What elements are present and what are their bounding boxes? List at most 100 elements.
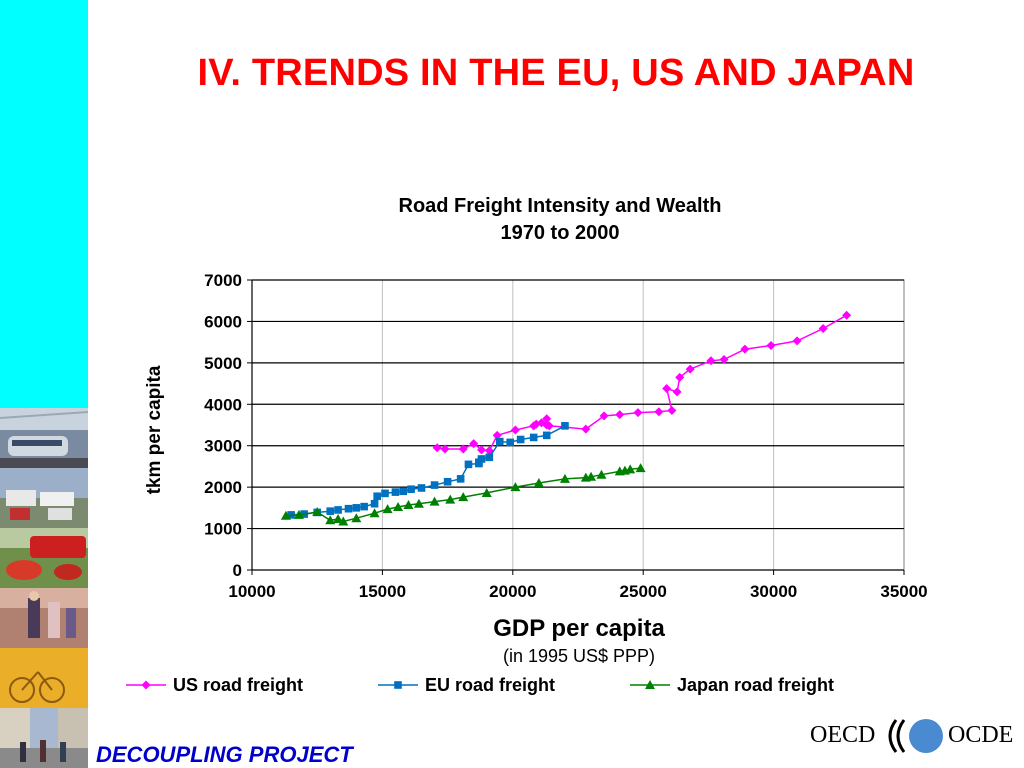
japan-road-freight-point	[481, 487, 492, 497]
car-train-photo	[0, 528, 88, 588]
logo-text-right: OCDE	[948, 722, 1014, 748]
japan-road-freight-point	[369, 508, 380, 518]
x-tick-label: 25000	[620, 582, 667, 601]
us-road-freight-point	[675, 372, 685, 382]
eu-road-freight-point	[542, 431, 551, 440]
footer-label: DECOUPLING PROJECT	[96, 742, 353, 767]
us-road-freight-point	[477, 445, 487, 455]
eu-road-freight-point	[456, 475, 465, 483]
japan-road-freight-point	[559, 473, 570, 483]
sidebar-accent-bar	[0, 0, 88, 408]
japan-road-freight-point	[312, 507, 323, 516]
eu-road-freight-point	[495, 437, 504, 446]
trucks-photo	[0, 468, 88, 528]
y-tick-label: 2000	[204, 478, 242, 497]
us-road-freight-point	[662, 384, 672, 394]
us-road-freight-point	[706, 356, 716, 366]
y-tick-label: 5000	[204, 354, 242, 373]
y-tick-label: 1000	[204, 520, 242, 539]
japan-road-freight-point	[533, 478, 544, 487]
japan-road-freight-point	[325, 515, 336, 525]
train-station-photo	[0, 408, 88, 468]
oecd-emblem-icon	[888, 719, 943, 753]
y-tick-label: 6000	[204, 312, 242, 331]
x-axis-label: GDP per capita	[493, 615, 665, 642]
us-road-freight-point	[633, 408, 643, 418]
japan-road-freight-point	[625, 464, 636, 474]
chart-title: Road Freight Intensity and Wealth	[399, 195, 722, 217]
eu-road-freight-point	[360, 502, 368, 511]
japan-road-freight-point	[351, 513, 362, 523]
us-road-freight-point	[432, 443, 442, 453]
japan-road-freight-point	[333, 514, 344, 524]
japan-road-freight-point	[586, 471, 597, 481]
us-road-freight-point	[469, 439, 479, 449]
x-axis-sublabel: (in 1995 US$ PPP)	[503, 646, 655, 666]
eu-road-freight-point	[373, 492, 381, 501]
street-scene-photo	[0, 708, 88, 768]
oecd-logo: OECD OCDE	[808, 716, 1018, 756]
chart-subtitle: 1970 to 2000	[501, 222, 620, 244]
us-road-freight-point	[719, 355, 729, 365]
us-road-freight-point	[667, 406, 677, 415]
us-road-freight-point	[740, 344, 750, 354]
eu-road-freight-point	[334, 506, 342, 514]
japan-road-freight-point	[445, 494, 456, 504]
japan-road-freight-point	[280, 510, 291, 520]
eu-road-freight-point	[381, 489, 389, 498]
cyclist-photo	[0, 648, 88, 708]
legend-marker-eu-road-freight	[394, 681, 402, 689]
y-tick-label: 3000	[204, 437, 242, 456]
x-tick-label: 20000	[489, 582, 536, 601]
eu-road-freight-point	[516, 435, 525, 444]
us-road-freight-point	[599, 411, 609, 421]
us-road-freight-point	[654, 407, 664, 417]
slide-title: IV. TRENDS IN THE EU, US AND JAPAN	[197, 52, 915, 94]
us-road-freight-point	[581, 424, 591, 434]
chart: Road Freight Intensity and Wealth 1970 t…	[126, 195, 928, 695]
japan-road-freight-point	[596, 469, 607, 479]
eu-road-freight-point	[370, 499, 379, 508]
us-road-freight-point	[842, 310, 852, 320]
eu-road-freight-point	[399, 487, 408, 496]
japan-road-freight-point	[458, 492, 469, 502]
x-tick-label: 10000	[228, 582, 275, 601]
eu-road-freight-point	[352, 504, 361, 512]
japan-road-freight-point	[413, 498, 424, 508]
eu-road-freight-point	[430, 481, 439, 489]
japan-road-freight-point	[382, 504, 393, 514]
plot-area: 0 1000 2000 3000 4000 5000 6000 7000 10000 15000 2…	[204, 271, 927, 601]
us-road-freight-point	[544, 421, 554, 431]
us-road-freight-point	[615, 410, 625, 420]
eu-road-freight-point	[344, 504, 353, 513]
us-road-freight-point	[536, 418, 546, 428]
x-tick-label: 35000	[880, 582, 927, 601]
eu-road-freight-point	[391, 488, 400, 496]
photo-strip	[0, 408, 88, 768]
y-tick-label: 7000	[204, 271, 242, 290]
japan-road-freight-point	[635, 463, 646, 473]
legend-marker-japan-road-freight	[645, 680, 655, 689]
x-tick-label: 30000	[750, 582, 797, 601]
japan-road-freight-point	[403, 499, 414, 509]
y-tick-label: 4000	[204, 395, 242, 414]
eu-road-freight-point	[485, 453, 494, 462]
eu-road-freight-point	[407, 485, 415, 494]
y-axis-label: tkm per capita	[144, 365, 165, 494]
japan-road-freight-point	[293, 509, 304, 519]
legend-marker-us-road-freight	[141, 680, 151, 690]
us-road-freight-point	[685, 364, 695, 374]
us-road-freight-point	[492, 430, 502, 440]
us-road-freight-point	[818, 323, 828, 333]
us-road-freight-point	[792, 336, 802, 346]
japan-road-freight-point	[338, 516, 349, 526]
legend-label-eu-road-freight: EU road freight	[425, 675, 555, 695]
us-road-freight-point	[458, 444, 468, 454]
eu-road-freight-point	[443, 477, 452, 486]
japan-road-freight-point	[429, 496, 440, 506]
eu-road-freight-point	[326, 507, 335, 515]
y-tick-label: 0	[233, 561, 242, 580]
x-tick-label: 15000	[359, 582, 406, 601]
people-walking-photo	[0, 588, 88, 648]
japan-road-freight-point	[510, 482, 521, 492]
